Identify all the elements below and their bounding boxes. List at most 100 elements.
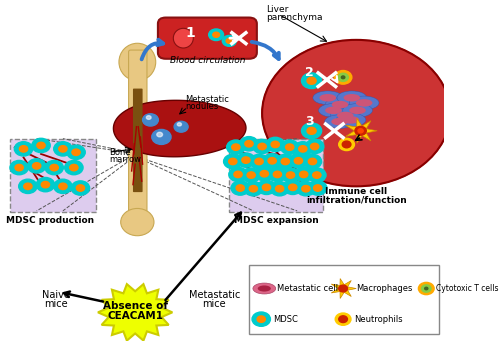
Text: Macrophages: Macrophages: [356, 284, 412, 293]
Circle shape: [268, 158, 276, 164]
Text: Blood circulation: Blood circulation: [170, 56, 245, 65]
Text: 2: 2: [306, 66, 314, 79]
Ellipse shape: [324, 115, 354, 129]
Ellipse shape: [332, 101, 348, 108]
Circle shape: [208, 29, 224, 41]
Circle shape: [358, 129, 363, 133]
Ellipse shape: [342, 104, 372, 117]
Circle shape: [282, 168, 300, 182]
Text: MDSC production: MDSC production: [6, 216, 94, 225]
Circle shape: [308, 181, 327, 195]
Circle shape: [289, 154, 308, 168]
Circle shape: [42, 181, 50, 188]
Circle shape: [231, 181, 250, 195]
Text: Neutrophils: Neutrophils: [354, 315, 403, 324]
Circle shape: [228, 158, 237, 165]
Ellipse shape: [330, 109, 360, 122]
Circle shape: [174, 121, 188, 132]
Ellipse shape: [344, 94, 360, 102]
Ellipse shape: [325, 107, 342, 114]
Text: 3: 3: [306, 115, 314, 128]
Circle shape: [72, 149, 80, 156]
Circle shape: [258, 180, 276, 195]
Circle shape: [146, 116, 151, 119]
Circle shape: [258, 143, 266, 150]
Circle shape: [418, 282, 434, 295]
Circle shape: [262, 40, 450, 186]
Circle shape: [308, 168, 326, 182]
FancyBboxPatch shape: [133, 89, 142, 192]
Circle shape: [226, 140, 245, 154]
Ellipse shape: [120, 209, 154, 236]
Circle shape: [152, 129, 171, 144]
Circle shape: [270, 182, 289, 196]
Circle shape: [24, 183, 32, 189]
Circle shape: [294, 142, 312, 156]
Circle shape: [234, 171, 242, 177]
Circle shape: [240, 136, 258, 151]
Circle shape: [276, 154, 294, 169]
Circle shape: [213, 32, 220, 37]
Text: Cytotoxic T cells: Cytotoxic T cells: [436, 284, 498, 293]
Circle shape: [255, 158, 263, 165]
Circle shape: [20, 146, 28, 152]
Text: mice: mice: [202, 299, 226, 309]
Circle shape: [71, 181, 90, 195]
Circle shape: [276, 185, 284, 192]
Circle shape: [262, 184, 270, 190]
Circle shape: [18, 179, 37, 194]
Circle shape: [300, 171, 308, 177]
Circle shape: [312, 172, 321, 178]
Text: MDSC expansion: MDSC expansion: [234, 216, 319, 225]
Circle shape: [298, 146, 307, 152]
Circle shape: [252, 312, 270, 326]
Circle shape: [236, 153, 255, 167]
Circle shape: [284, 180, 302, 195]
Circle shape: [304, 154, 322, 169]
Circle shape: [15, 165, 24, 171]
Circle shape: [288, 184, 297, 190]
Ellipse shape: [337, 112, 353, 119]
Circle shape: [294, 167, 313, 182]
Circle shape: [302, 185, 310, 192]
Circle shape: [253, 139, 272, 154]
Circle shape: [338, 138, 354, 150]
Circle shape: [45, 160, 64, 175]
Text: Absence of: Absence of: [102, 301, 168, 311]
Text: MDSC: MDSC: [273, 315, 298, 324]
Circle shape: [302, 73, 322, 89]
Circle shape: [342, 76, 345, 79]
Circle shape: [242, 157, 250, 163]
Circle shape: [255, 167, 274, 181]
Ellipse shape: [253, 283, 276, 294]
Ellipse shape: [356, 99, 372, 107]
Circle shape: [355, 127, 366, 135]
Circle shape: [28, 159, 46, 173]
Text: Naive: Naive: [42, 290, 70, 300]
Circle shape: [229, 167, 247, 182]
Circle shape: [232, 144, 240, 150]
Circle shape: [263, 154, 281, 168]
Circle shape: [286, 172, 294, 178]
Circle shape: [281, 158, 289, 165]
Circle shape: [271, 141, 280, 148]
Ellipse shape: [349, 96, 379, 110]
Circle shape: [37, 142, 45, 149]
Ellipse shape: [320, 94, 336, 102]
Circle shape: [334, 70, 352, 84]
Circle shape: [335, 313, 351, 325]
Circle shape: [338, 73, 348, 81]
Circle shape: [142, 114, 158, 126]
Circle shape: [274, 171, 281, 177]
Text: 1: 1: [185, 26, 194, 40]
Text: Metastatic: Metastatic: [186, 95, 230, 104]
Ellipse shape: [258, 286, 271, 292]
Circle shape: [342, 141, 351, 148]
Text: Immune cell: Immune cell: [325, 187, 388, 196]
Circle shape: [76, 185, 84, 191]
Circle shape: [424, 287, 428, 290]
Circle shape: [280, 140, 299, 154]
Ellipse shape: [342, 116, 359, 124]
Circle shape: [70, 165, 78, 171]
Ellipse shape: [313, 91, 342, 105]
